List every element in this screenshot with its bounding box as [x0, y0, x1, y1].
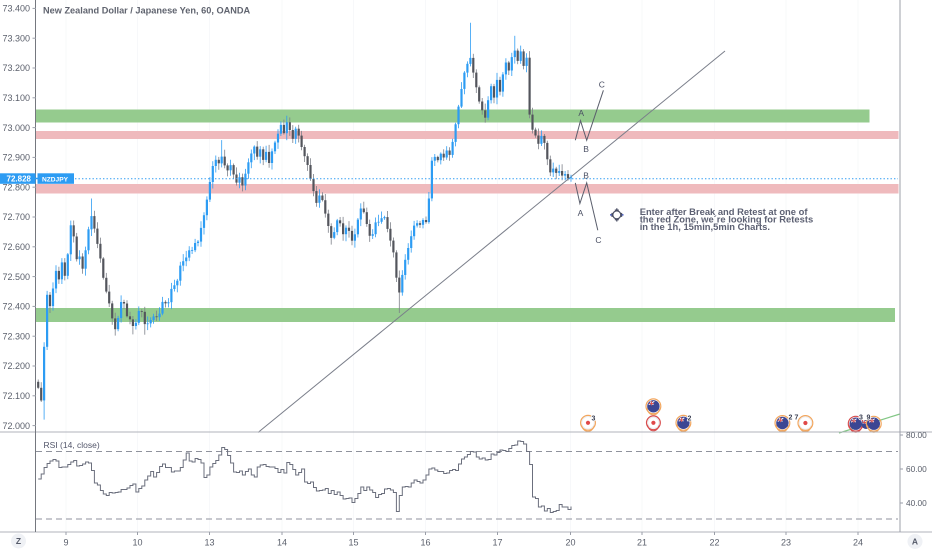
svg-text:A: A: [578, 108, 584, 118]
svg-text:72.900: 72.900: [2, 153, 30, 163]
svg-text:7: 7: [795, 415, 799, 422]
svg-text:B: B: [583, 171, 589, 181]
svg-text:9: 9: [867, 415, 871, 422]
svg-text:72.700: 72.700: [2, 212, 30, 222]
svg-text:17: 17: [492, 538, 502, 548]
svg-text:2: 2: [789, 415, 793, 422]
svg-text:72.800: 72.800: [2, 182, 30, 192]
svg-text:Z: Z: [16, 536, 21, 546]
svg-text:2: 2: [688, 416, 692, 423]
svg-text:72.100: 72.100: [2, 391, 30, 401]
svg-text:New Zealand Dollar / Japanese: New Zealand Dollar / Japanese Yen, 60, O…: [43, 6, 251, 16]
svg-text:60.00: 60.00: [906, 464, 927, 474]
svg-text:73.300: 73.300: [2, 33, 30, 43]
svg-text:73.200: 73.200: [2, 63, 30, 73]
svg-text:B: B: [583, 144, 589, 154]
svg-text:C: C: [599, 80, 605, 90]
svg-text:in the 1h, 15min,5min Charts.: in the 1h, 15min,5min Charts.: [640, 221, 770, 232]
svg-text:the red Zone, we´re looking fo: the red Zone, we´re looking for Retests: [640, 214, 813, 225]
svg-text:24: 24: [853, 538, 863, 548]
svg-text:40.00: 40.00: [906, 498, 927, 508]
svg-text:A: A: [912, 537, 918, 547]
svg-text:72.200: 72.200: [2, 361, 30, 371]
svg-text:NZDJPY: NZDJPY: [42, 176, 69, 183]
svg-text:72.828: 72.828: [7, 175, 32, 184]
svg-text:13: 13: [204, 538, 214, 548]
svg-text:10: 10: [132, 538, 142, 548]
svg-text:22: 22: [709, 538, 719, 548]
svg-text:A: A: [578, 208, 584, 218]
svg-text:15: 15: [348, 538, 358, 548]
svg-text:3: 3: [859, 415, 863, 422]
svg-text:RSI (14, close): RSI (14, close): [44, 440, 100, 450]
svg-text:72.000: 72.000: [2, 421, 30, 431]
svg-text:72.300: 72.300: [2, 331, 30, 341]
svg-text:14: 14: [277, 538, 287, 548]
svg-text:80.00: 80.00: [906, 430, 927, 440]
svg-text:20: 20: [565, 538, 575, 548]
svg-text:73.000: 73.000: [2, 123, 30, 133]
svg-text:Enter after Break and Retest a: Enter after Break and Retest at one of: [640, 206, 809, 217]
svg-text:23: 23: [781, 538, 791, 548]
svg-text:73.100: 73.100: [2, 93, 30, 103]
svg-text:21: 21: [637, 538, 647, 548]
svg-text:3: 3: [592, 416, 596, 423]
svg-text:9: 9: [63, 538, 68, 548]
svg-text:72.600: 72.600: [2, 242, 30, 252]
svg-text:72.400: 72.400: [2, 302, 30, 312]
svg-text:72.500: 72.500: [2, 272, 30, 282]
svg-text:16: 16: [420, 538, 430, 548]
svg-text:73.400: 73.400: [2, 4, 30, 14]
svg-text:C: C: [595, 235, 601, 245]
